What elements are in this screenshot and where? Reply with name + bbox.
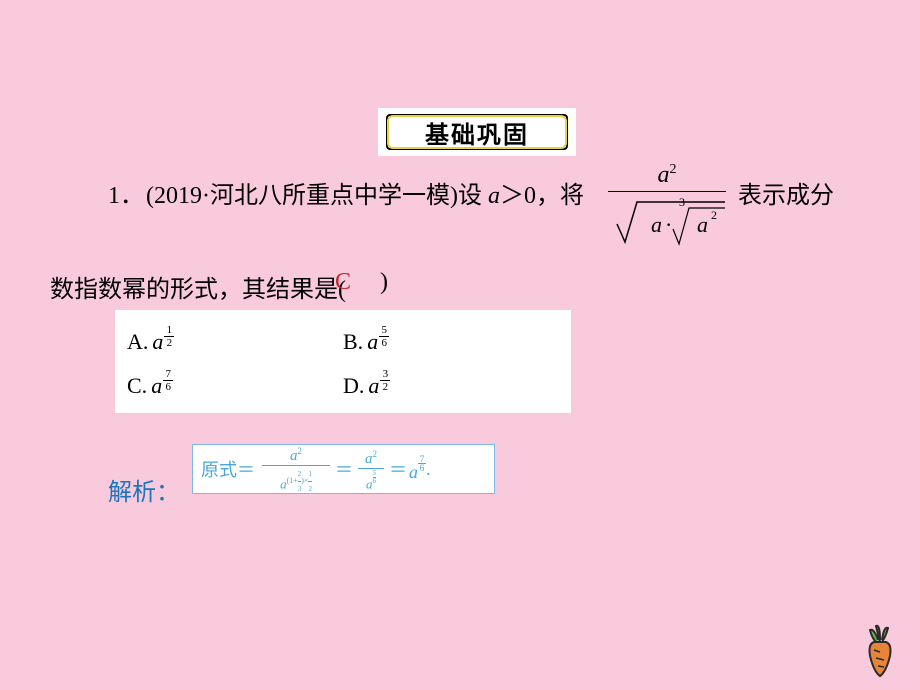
main-fraction: a2 3 a · a 2 bbox=[607, 156, 727, 250]
solution-frac-2: a2 a56 bbox=[358, 446, 384, 491]
options-box: A. a 1 2 B. a 5 6 C. a 7 6 bbox=[115, 310, 571, 413]
line2-text: 数指数幂的形式，其结果是( bbox=[50, 277, 346, 303]
solution-eq-1: ＝ bbox=[335, 456, 353, 482]
option-D-exp: 3 2 bbox=[380, 369, 390, 392]
paren-close: ) bbox=[380, 269, 388, 296]
solution-label: 解析： bbox=[108, 472, 180, 507]
section-header-badge: 基础巩固 bbox=[378, 108, 576, 156]
solution-result: a76 bbox=[409, 455, 426, 483]
den-a1: a bbox=[651, 212, 662, 238]
section-header-title: 基础巩固 bbox=[386, 114, 568, 150]
den-a2: a bbox=[697, 212, 708, 238]
option-C: C. a 7 6 bbox=[127, 373, 343, 399]
option-C-exp: 7 6 bbox=[163, 369, 173, 392]
answer-letter: C bbox=[335, 269, 351, 296]
solution-eq-2: ＝ bbox=[389, 456, 407, 482]
option-D-label: D. bbox=[343, 373, 364, 399]
question-line-2: 数指数幂的形式，其结果是( bbox=[50, 269, 346, 304]
fraction-denominator: 3 a · a 2 bbox=[607, 194, 727, 250]
numerator-base: a bbox=[658, 162, 670, 188]
option-B-label: B. bbox=[343, 329, 363, 355]
question-line-1: 1．(2019·河北八所重点中学一模)设 a＞0，将 bbox=[108, 175, 584, 210]
solution-box: 原式＝ a2 a(1+23)×12 ＝ a2 a56 ＝ a76 . bbox=[192, 444, 495, 494]
option-D-base: a bbox=[368, 373, 379, 399]
option-B-base: a bbox=[367, 329, 378, 355]
carrot-icon bbox=[856, 622, 904, 678]
numerator-exp: 2 bbox=[670, 162, 677, 177]
question-condition: ＞0，将 bbox=[500, 183, 584, 209]
option-A-base: a bbox=[152, 329, 163, 355]
den-dot: · bbox=[665, 212, 672, 238]
option-A: A. a 1 2 bbox=[127, 329, 343, 355]
solution-period: . bbox=[426, 459, 431, 480]
fraction-numerator: a2 bbox=[607, 156, 727, 189]
den-a2-exp: 2 bbox=[711, 208, 717, 223]
option-B-exp: 5 6 bbox=[379, 325, 389, 348]
options-row-2: C. a 7 6 D. a 3 2 bbox=[127, 364, 559, 408]
solution-frac-1: a2 a(1+23)×12 bbox=[262, 443, 330, 496]
cube-root-index: 3 bbox=[679, 195, 685, 209]
option-A-label: A. bbox=[127, 329, 148, 355]
question-source: (2019·河北八所重点中学一模)设 bbox=[146, 183, 488, 209]
question-tail: 表示成分 bbox=[738, 175, 834, 210]
options-row-1: A. a 1 2 B. a 5 6 bbox=[127, 320, 559, 364]
option-C-label: C. bbox=[127, 373, 147, 399]
fraction-bar bbox=[608, 191, 726, 192]
question-variable: a bbox=[488, 183, 500, 209]
option-B: B. a 5 6 bbox=[343, 329, 559, 355]
question-number: 1． bbox=[108, 183, 144, 209]
option-C-base: a bbox=[151, 373, 162, 399]
option-D: D. a 3 2 bbox=[343, 373, 559, 399]
option-A-exp: 1 2 bbox=[164, 325, 174, 348]
solution-lead: 原式＝ bbox=[201, 456, 255, 482]
